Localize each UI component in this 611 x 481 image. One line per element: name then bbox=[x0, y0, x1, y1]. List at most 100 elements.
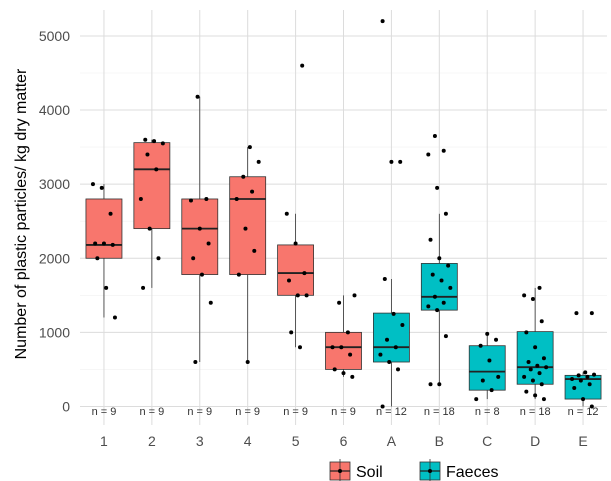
y-axis-ticks: 0 1000 2000 3000 4000 5000 bbox=[39, 28, 70, 415]
data-point bbox=[350, 374, 355, 379]
data-point bbox=[243, 226, 248, 231]
data-point bbox=[245, 360, 250, 365]
data-point bbox=[206, 241, 211, 246]
data-point bbox=[446, 263, 451, 268]
n-label: n = 9 bbox=[331, 406, 356, 418]
data-point bbox=[528, 367, 533, 372]
data-point bbox=[101, 241, 106, 246]
data-point bbox=[533, 393, 538, 398]
data-point bbox=[530, 378, 535, 383]
data-point bbox=[526, 360, 531, 365]
x-tick-label: D bbox=[530, 433, 540, 449]
y-tick-label: 3000 bbox=[39, 176, 70, 192]
data-point bbox=[236, 272, 241, 277]
data-point bbox=[380, 404, 385, 409]
sample-size-labels: n = 9 n = 9 n = 9 n = 9 n = 9 n = 9 n = 12 n = … bbox=[92, 406, 599, 418]
data-point bbox=[385, 337, 390, 342]
data-point bbox=[478, 343, 483, 348]
data-point bbox=[539, 319, 544, 324]
data-point bbox=[154, 167, 159, 172]
data-point bbox=[574, 311, 579, 316]
n-label: n = 9 bbox=[283, 406, 308, 418]
data-point bbox=[576, 373, 581, 378]
n-label: n = 18 bbox=[520, 406, 551, 418]
data-point bbox=[193, 360, 198, 365]
n-label: n = 9 bbox=[139, 406, 164, 418]
x-tick-label: 4 bbox=[244, 433, 252, 449]
data-point bbox=[443, 211, 448, 216]
n-label: n = 12 bbox=[568, 406, 599, 418]
data-point bbox=[339, 345, 344, 350]
data-point bbox=[443, 334, 448, 339]
y-tick-label: 4000 bbox=[39, 102, 70, 118]
data-point bbox=[522, 374, 527, 379]
data-point bbox=[544, 365, 549, 370]
y-tick-label: 5000 bbox=[39, 28, 70, 44]
data-point bbox=[378, 352, 383, 357]
data-point bbox=[152, 139, 157, 144]
data-point bbox=[398, 159, 403, 164]
data-point bbox=[539, 382, 544, 387]
data-point bbox=[108, 211, 113, 216]
data-point bbox=[337, 300, 342, 305]
data-point bbox=[387, 360, 392, 365]
data-point bbox=[432, 294, 437, 299]
data-point bbox=[587, 382, 592, 387]
data-point bbox=[391, 311, 396, 316]
data-point bbox=[95, 256, 100, 261]
data-point bbox=[400, 322, 405, 327]
y-tick-label: 0 bbox=[62, 398, 70, 414]
data-point bbox=[426, 152, 431, 157]
box-2 bbox=[133, 142, 171, 230]
box-5 bbox=[277, 244, 314, 296]
legend-key-faeces bbox=[419, 459, 441, 481]
box-3 bbox=[181, 198, 219, 275]
data-point bbox=[522, 293, 527, 298]
data-point bbox=[535, 363, 540, 368]
data-point bbox=[160, 141, 165, 146]
data-point bbox=[485, 331, 490, 336]
data-point bbox=[295, 293, 300, 298]
data-point bbox=[156, 256, 161, 261]
data-point bbox=[147, 226, 152, 231]
legend-label: Soil bbox=[356, 464, 383, 481]
data-point bbox=[435, 185, 440, 190]
data-point bbox=[589, 404, 594, 409]
legend: Soil Faeces bbox=[329, 459, 498, 481]
data-point bbox=[247, 145, 252, 150]
data-point bbox=[585, 374, 590, 379]
data-point bbox=[302, 271, 307, 276]
data-point bbox=[241, 174, 246, 179]
n-label: n = 9 bbox=[92, 406, 117, 418]
x-tick-label: 6 bbox=[340, 433, 348, 449]
data-point bbox=[286, 278, 291, 283]
data-point bbox=[208, 300, 213, 305]
data-point bbox=[234, 196, 239, 201]
data-point bbox=[435, 308, 440, 313]
x-tick-label: A bbox=[387, 433, 397, 449]
data-point bbox=[432, 133, 437, 138]
n-label: n = 9 bbox=[235, 406, 260, 418]
data-point bbox=[572, 385, 577, 390]
data-point bbox=[396, 367, 401, 372]
data-point bbox=[289, 330, 294, 335]
data-point bbox=[592, 372, 597, 377]
data-point bbox=[104, 285, 109, 290]
data-point bbox=[541, 356, 546, 361]
data-point bbox=[428, 237, 433, 242]
x-tick-label: C bbox=[482, 433, 492, 449]
data-point bbox=[330, 345, 335, 350]
box-6 bbox=[325, 331, 362, 370]
data-point bbox=[191, 256, 196, 261]
data-point bbox=[537, 285, 542, 290]
x-axis-ticks: 1 2 3 4 5 6 A B C D E bbox=[100, 433, 588, 449]
box-1 bbox=[85, 198, 123, 259]
data-point bbox=[348, 352, 353, 357]
data-point bbox=[496, 374, 501, 379]
data-point bbox=[441, 300, 446, 305]
data-point bbox=[138, 196, 143, 201]
box-series bbox=[85, 96, 602, 407]
data-point bbox=[428, 382, 433, 387]
data-point bbox=[524, 330, 529, 335]
